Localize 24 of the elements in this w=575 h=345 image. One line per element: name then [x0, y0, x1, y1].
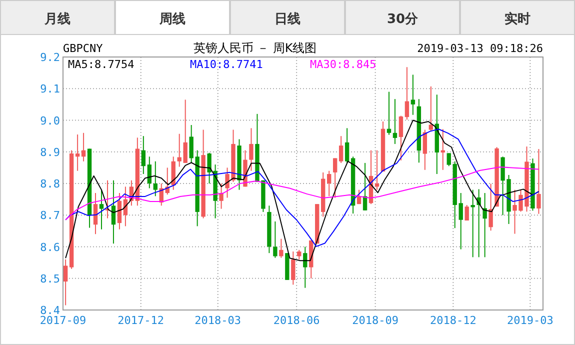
- x-tick-label: 2019-03: [506, 314, 554, 327]
- text: MA10:8.7741: [190, 58, 263, 71]
- y-tick-label: 8.8: [40, 178, 60, 190]
- text: GBPCNY: [63, 42, 104, 55]
- chart-title: 英镑人民币 － 周K线图: [193, 41, 317, 55]
- y-tick-label: 8.9: [40, 146, 60, 159]
- x-tick-label: 2017-09: [40, 314, 86, 327]
- x-tick-label: 2018-06: [273, 314, 320, 327]
- x-tick-label: 2018-09: [352, 314, 398, 327]
- text: 2019-03-13 09:18:26: [417, 42, 543, 55]
- x-tick-label: 2017-12: [118, 314, 164, 327]
- y-tick-label: 8.4: [40, 304, 60, 317]
- x-tick-label: 2018-12: [430, 314, 476, 327]
- text: MA5:8.7754: [68, 58, 135, 71]
- y-tick-label: 8.6: [40, 240, 60, 254]
- y-tick-label: 9.2: [40, 51, 60, 64]
- text: MA30:8.845: [310, 58, 376, 71]
- line-series: [65, 120, 540, 262]
- y-tick-label: 8.5: [40, 272, 60, 286]
- y-tick-label: 8.7: [40, 209, 60, 222]
- y-tick-label: 9.1: [40, 82, 60, 96]
- tabs: 月线 周线 日线 30分 实时: [0, 0, 575, 35]
- x-tick-label: 2018-03: [194, 314, 242, 327]
- y-tick-label: 9.0: [40, 114, 60, 128]
